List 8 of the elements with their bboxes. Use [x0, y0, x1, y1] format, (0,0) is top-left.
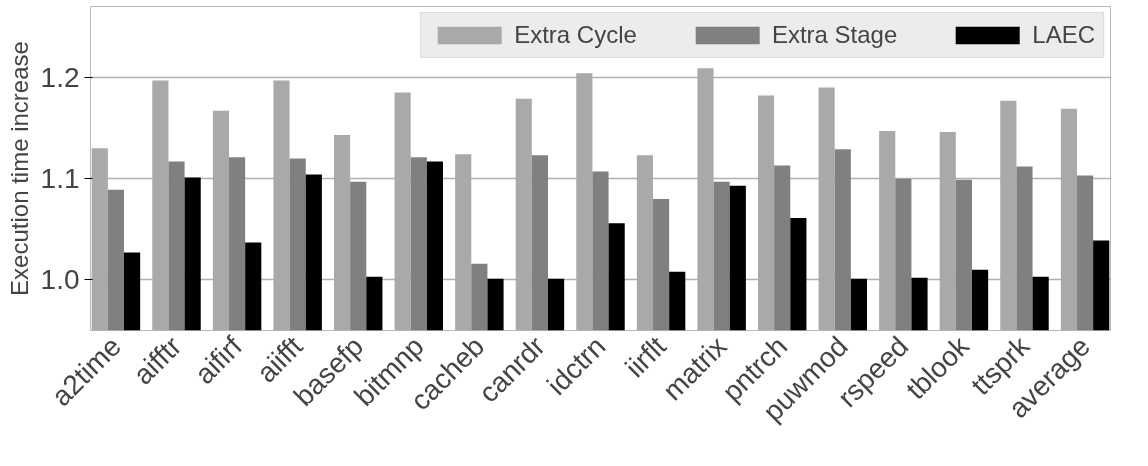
- x-tick-label: aifftr: [127, 330, 188, 391]
- y-tick-label: 1.2: [40, 61, 80, 93]
- y-tick-label: 1.0: [40, 264, 80, 296]
- y-tick-label: 1.1: [40, 163, 80, 195]
- legend-label: Extra Stage: [771, 21, 898, 49]
- legend-label: Extra Cycle: [514, 21, 637, 49]
- y-axis-title: Execution time increase: [5, 41, 33, 296]
- legend-label: LAEC: [1032, 21, 1095, 49]
